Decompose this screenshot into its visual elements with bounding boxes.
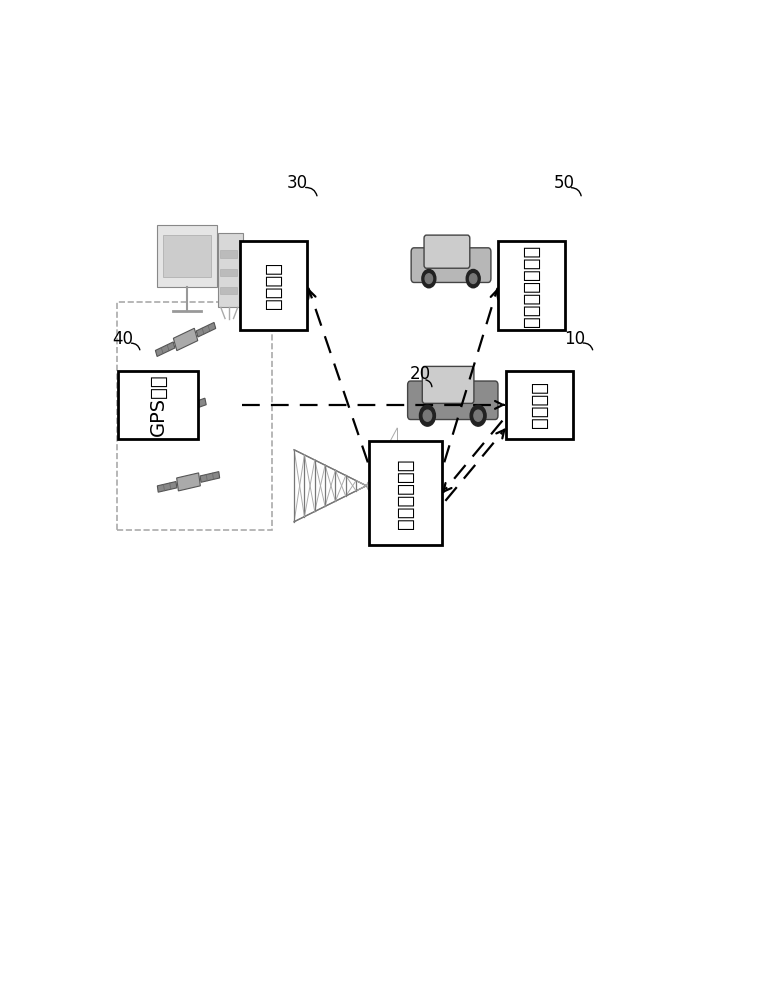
FancyBboxPatch shape <box>220 269 237 276</box>
Polygon shape <box>155 342 175 356</box>
FancyBboxPatch shape <box>218 233 243 307</box>
FancyBboxPatch shape <box>422 366 474 403</box>
FancyBboxPatch shape <box>240 241 307 330</box>
Text: 事故车辆: 事故车辆 <box>530 381 549 428</box>
FancyBboxPatch shape <box>220 287 237 294</box>
Text: 40: 40 <box>112 330 133 348</box>
FancyBboxPatch shape <box>407 381 498 420</box>
FancyBboxPatch shape <box>424 235 470 268</box>
FancyBboxPatch shape <box>411 248 491 282</box>
FancyBboxPatch shape <box>164 235 210 277</box>
Polygon shape <box>173 328 198 351</box>
Polygon shape <box>142 414 162 427</box>
Text: 周围接近的车辆: 周围接近的车辆 <box>522 244 541 327</box>
FancyBboxPatch shape <box>118 371 198 439</box>
Circle shape <box>422 269 436 288</box>
Circle shape <box>425 274 432 283</box>
Text: 10: 10 <box>564 330 585 348</box>
Polygon shape <box>200 472 220 482</box>
Text: 30: 30 <box>286 174 307 192</box>
FancyBboxPatch shape <box>117 302 273 530</box>
Text: 救据中心: 救据中心 <box>264 262 283 309</box>
Polygon shape <box>157 482 177 492</box>
Circle shape <box>423 410 431 421</box>
Polygon shape <box>196 322 216 337</box>
FancyBboxPatch shape <box>498 241 565 330</box>
Circle shape <box>470 405 486 426</box>
Polygon shape <box>176 473 201 491</box>
Circle shape <box>469 274 477 283</box>
FancyBboxPatch shape <box>157 225 217 287</box>
Text: GPS卫星: GPS卫星 <box>148 374 167 436</box>
FancyBboxPatch shape <box>369 441 442 545</box>
Text: 20: 20 <box>410 365 431 383</box>
FancyBboxPatch shape <box>506 371 573 439</box>
Circle shape <box>466 269 480 288</box>
Polygon shape <box>185 398 206 411</box>
Circle shape <box>419 405 435 426</box>
Polygon shape <box>161 402 186 423</box>
Text: 50: 50 <box>553 174 575 192</box>
Text: 移动通信网络: 移动通信网络 <box>396 458 415 529</box>
FancyBboxPatch shape <box>220 250 237 258</box>
Circle shape <box>474 410 482 421</box>
